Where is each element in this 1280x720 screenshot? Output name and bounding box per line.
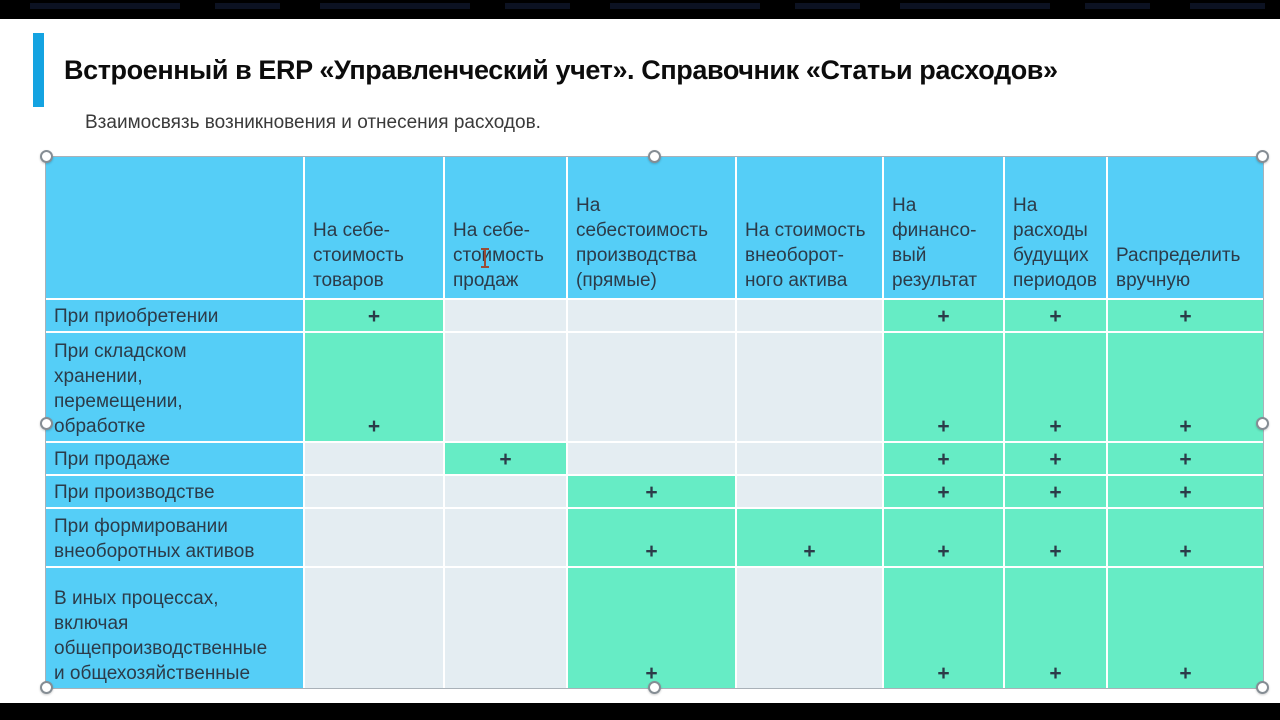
matrix-cell-r0-c6[interactable]: + xyxy=(1108,300,1263,331)
slide-subtitle: Взаимосвязь возникновения и отнесения ра… xyxy=(85,112,541,133)
table-grid: На себе- стоимость товаров На себе- стоим… xyxy=(46,157,1263,688)
matrix-cell-r4-c0[interactable] xyxy=(305,509,443,566)
matrix-cell-r1-c2[interactable] xyxy=(568,333,735,441)
matrix-cell-r3-c1[interactable] xyxy=(445,476,566,507)
selection-handle-top-right[interactable] xyxy=(1256,150,1269,163)
matrix-cell-r1-c4[interactable]: + xyxy=(884,333,1003,441)
matrix-cell-r1-c6[interactable]: + xyxy=(1108,333,1263,441)
selection-handle-bottom-left[interactable] xyxy=(40,681,53,694)
row-label-5[interactable]: В иных процессах, включая общепроизводст… xyxy=(46,568,303,688)
slide-title: Встроенный в ERP «Управленческий учет». … xyxy=(64,55,1058,85)
matrix-cell-r1-c1[interactable] xyxy=(445,333,566,441)
matrix-cell-r5-c5[interactable]: + xyxy=(1005,568,1106,688)
matrix-cell-r4-c3[interactable]: + xyxy=(737,509,882,566)
matrix-cell-r4-c2[interactable]: + xyxy=(568,509,735,566)
matrix-cell-r5-c1[interactable] xyxy=(445,568,566,688)
row-label-1[interactable]: При складском хранении, перемещении, обр… xyxy=(46,333,303,441)
selection-handle-middle-right[interactable] xyxy=(1256,416,1269,430)
column-header-3[interactable]: На стоимость внеоборот- ного актива xyxy=(737,157,882,298)
selection-handle-middle-left[interactable] xyxy=(40,416,53,430)
matrix-cell-r5-c0[interactable] xyxy=(305,568,443,688)
matrix-cell-r0-c2[interactable] xyxy=(568,300,735,331)
selection-handle-top-center[interactable] xyxy=(647,150,661,163)
matrix-cell-r5-c6[interactable]: + xyxy=(1108,568,1263,688)
selection-handle-top-left[interactable] xyxy=(40,150,53,163)
matrix-cell-r0-c0[interactable]: + xyxy=(305,300,443,331)
matrix-cell-r5-c4[interactable]: + xyxy=(884,568,1003,688)
matrix-cell-r0-c1[interactable] xyxy=(445,300,566,331)
title-accent-bar xyxy=(33,33,44,107)
letterbox-bottom-bar xyxy=(0,703,1280,720)
matrix-cell-r2-c5[interactable]: + xyxy=(1005,443,1106,474)
column-header-1[interactable]: На себе- стоимость продаж xyxy=(445,157,566,298)
matrix-cell-r2-c4[interactable]: + xyxy=(884,443,1003,474)
matrix-cell-r5-c3[interactable] xyxy=(737,568,882,688)
matrix-cell-r3-c3[interactable] xyxy=(737,476,882,507)
expense-relation-table[interactable]: На себе- стоимость товаров На себе- стоим… xyxy=(40,150,1269,694)
matrix-cell-r2-c1[interactable]: + xyxy=(445,443,566,474)
selection-handle-bottom-right[interactable] xyxy=(1256,681,1269,694)
matrix-cell-r2-c3[interactable] xyxy=(737,443,882,474)
column-header-6[interactable]: Распределить вручную xyxy=(1108,157,1263,298)
column-header-2[interactable]: На себестоимость производства (прямые) xyxy=(568,157,735,298)
matrix-cell-r4-c1[interactable] xyxy=(445,509,566,566)
matrix-cell-r2-c6[interactable]: + xyxy=(1108,443,1263,474)
matrix-cell-r0-c4[interactable]: + xyxy=(884,300,1003,331)
video-top-artifact xyxy=(30,3,1265,9)
column-header-5[interactable]: На расходы будущих периодов xyxy=(1005,157,1106,298)
matrix-cell-r4-c5[interactable]: + xyxy=(1005,509,1106,566)
matrix-cell-r2-c2[interactable] xyxy=(568,443,735,474)
table-corner-cell[interactable] xyxy=(46,157,303,298)
matrix-cell-r0-c5[interactable]: + xyxy=(1005,300,1106,331)
text-ibeam-cursor xyxy=(480,248,490,268)
column-header-0[interactable]: На себе- стоимость товаров xyxy=(305,157,443,298)
selection-handle-bottom-center[interactable] xyxy=(647,681,661,694)
matrix-cell-r1-c0[interactable]: + xyxy=(305,333,443,441)
column-header-4[interactable]: На финансо- вый результат xyxy=(884,157,1003,298)
matrix-cell-r3-c0[interactable] xyxy=(305,476,443,507)
matrix-cell-r1-c5[interactable]: + xyxy=(1005,333,1106,441)
matrix-cell-r4-c4[interactable]: + xyxy=(884,509,1003,566)
row-label-3[interactable]: При производстве xyxy=(46,476,303,507)
matrix-cell-r3-c4[interactable]: + xyxy=(884,476,1003,507)
matrix-cell-r3-c5[interactable]: + xyxy=(1005,476,1106,507)
matrix-cell-r0-c3[interactable] xyxy=(737,300,882,331)
matrix-cell-r1-c3[interactable] xyxy=(737,333,882,441)
matrix-cell-r3-c2[interactable]: + xyxy=(568,476,735,507)
row-label-2[interactable]: При продаже xyxy=(46,443,303,474)
row-label-0[interactable]: При приобретении xyxy=(46,300,303,331)
matrix-cell-r4-c6[interactable]: + xyxy=(1108,509,1263,566)
matrix-cell-r2-c0[interactable] xyxy=(305,443,443,474)
letterbox-top-bar xyxy=(0,0,1280,19)
row-label-4[interactable]: При формировании внеоборотных активов xyxy=(46,509,303,566)
matrix-cell-r5-c2[interactable]: + xyxy=(568,568,735,688)
matrix-cell-r3-c6[interactable]: + xyxy=(1108,476,1263,507)
